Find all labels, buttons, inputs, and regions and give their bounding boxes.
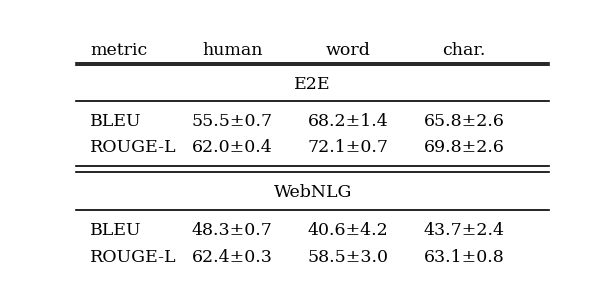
- Text: metric: metric: [90, 42, 148, 59]
- Text: 40.6±4.2: 40.6±4.2: [307, 222, 389, 239]
- Text: 58.5±3.0: 58.5±3.0: [307, 249, 389, 265]
- Text: human: human: [202, 42, 262, 59]
- Text: 63.1±0.8: 63.1±0.8: [423, 249, 504, 265]
- Text: char.: char.: [442, 42, 486, 59]
- Text: ROUGE-L: ROUGE-L: [90, 249, 177, 265]
- Text: word: word: [326, 42, 370, 59]
- Text: 69.8±2.6: 69.8±2.6: [423, 139, 504, 156]
- Text: 72.1±0.7: 72.1±0.7: [307, 139, 389, 156]
- Text: ROUGE-L: ROUGE-L: [90, 139, 177, 156]
- Text: 43.7±2.4: 43.7±2.4: [423, 222, 504, 239]
- Text: 48.3±0.7: 48.3±0.7: [192, 222, 273, 239]
- Text: 68.2±1.4: 68.2±1.4: [307, 113, 389, 130]
- Text: 65.8±2.6: 65.8±2.6: [423, 113, 504, 130]
- Text: BLEU: BLEU: [90, 113, 142, 130]
- Text: 55.5±0.7: 55.5±0.7: [192, 113, 273, 130]
- Text: WebNLG: WebNLG: [273, 184, 352, 201]
- Text: 62.4±0.3: 62.4±0.3: [192, 249, 273, 265]
- Text: BLEU: BLEU: [90, 222, 142, 239]
- Text: E2E: E2E: [294, 76, 331, 93]
- Text: 62.0±0.4: 62.0±0.4: [192, 139, 273, 156]
